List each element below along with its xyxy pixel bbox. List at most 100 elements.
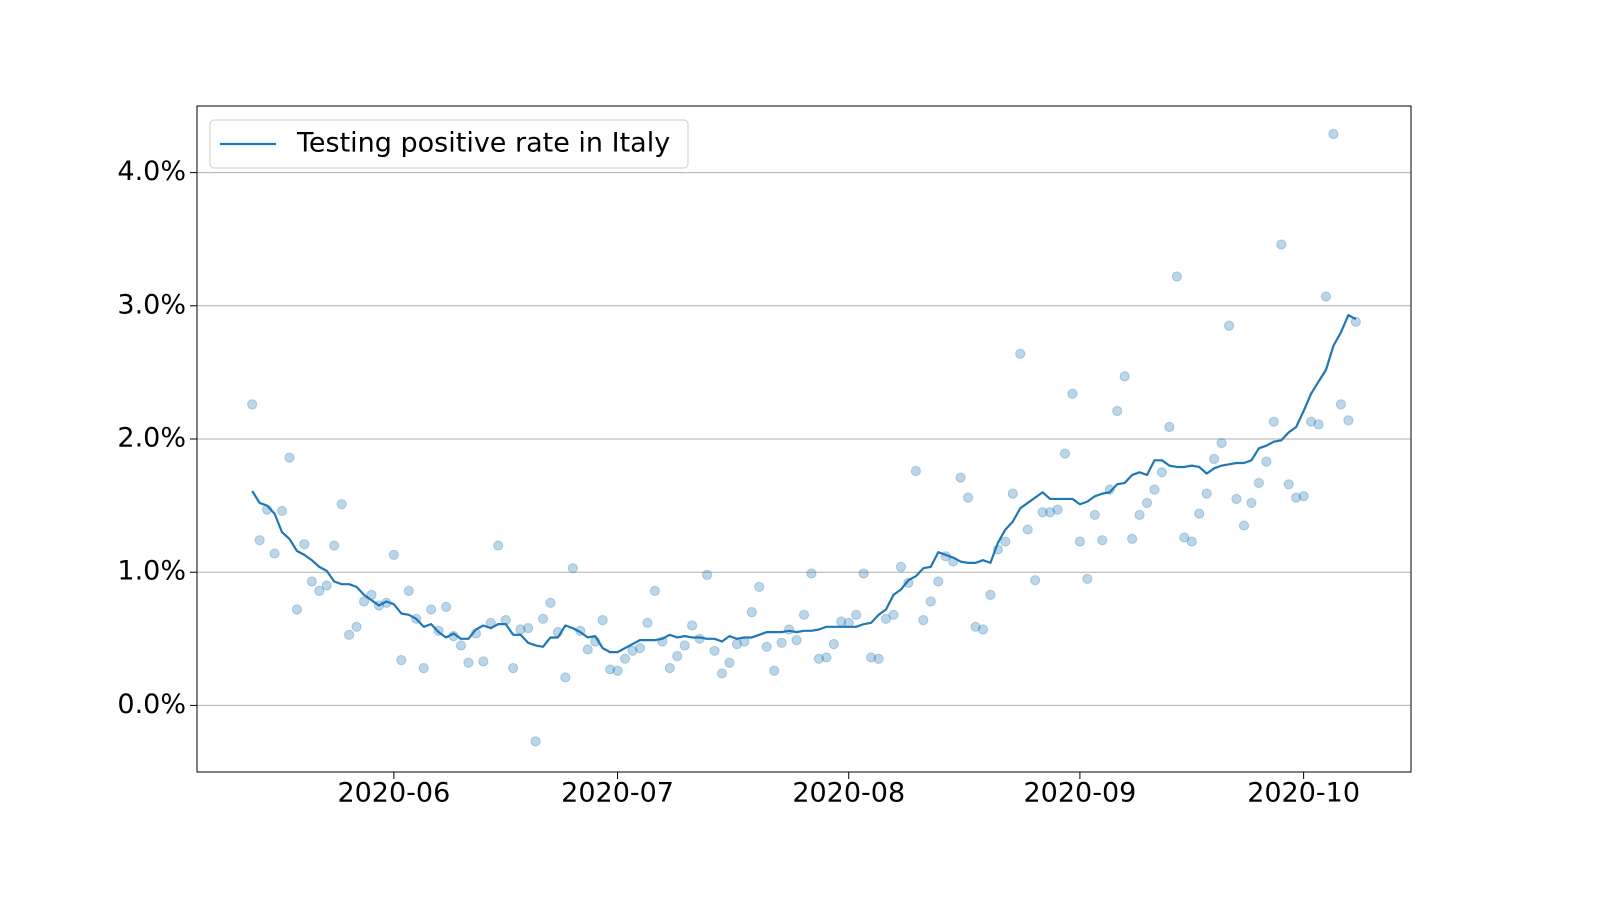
scatter-point [1015,348,1026,359]
scatter-point [1276,239,1287,250]
scatter-point [910,465,921,477]
scatter-point [418,663,429,674]
scatter-point [1030,575,1041,586]
x-tick-label: 2020-09 [1024,778,1137,809]
x-tick-label: 2020-10 [1247,778,1360,809]
scatter-point [522,623,534,634]
scatter-point [1112,405,1123,417]
scatter-point [672,651,683,662]
scatter-point [1044,507,1056,518]
scatter-point [918,615,929,626]
scatter-point [619,653,631,664]
scatter-point [791,635,802,646]
scatter-point [1067,388,1078,399]
scatter-point [709,645,720,656]
scatter-point [306,576,317,587]
scatter-point [1268,416,1279,427]
scatter-point [649,585,660,596]
scatter-point [754,581,765,592]
scatter-point [1313,419,1324,430]
scatter-point [769,665,780,676]
scatter-point [1253,477,1264,489]
scatter-point [1186,536,1197,547]
scatter-point [1231,493,1242,505]
scatter-point [284,452,295,463]
scatter-point [1127,533,1138,545]
scatter-point [679,640,690,651]
scatter-point [254,535,265,546]
scatter-point [1305,416,1317,427]
scatter-point [291,604,303,615]
scatter-point [605,664,616,675]
legend-box [209,119,689,169]
scatter-point [1149,484,1160,495]
scatter-point [1238,520,1250,531]
scatter-point [1052,504,1063,515]
scatter-point [1059,448,1071,459]
scatter-point [1291,492,1302,503]
y-tick-label: 0.0% [117,689,186,720]
scatter-point [455,640,467,651]
scatter-point [716,668,728,679]
scatter-point [1246,497,1257,509]
scatter-point [895,561,907,572]
scatter-point [1000,536,1011,547]
scatter-point [567,563,578,574]
scatter-point [783,624,795,635]
scatter-point [813,653,825,664]
scatter-point [582,644,593,655]
y-tick-label: 2.0% [117,423,186,454]
scatter-point [642,617,653,628]
scatter-point [478,656,489,667]
scatter-point [426,604,437,615]
scatter-point [1082,573,1093,584]
scatter-point [269,548,280,559]
scatter-point [1209,453,1220,465]
scatter-point [329,540,340,551]
scatter-point [664,663,675,674]
scatter-point [1201,488,1212,499]
scatter-point [634,643,646,654]
scatter-point [627,645,638,656]
scatter-point [806,568,817,579]
scatter-point [828,639,839,650]
scatter-point [299,539,310,550]
scatter-point [1328,128,1339,140]
scatter-point [1134,509,1145,521]
scatter-point [1119,371,1130,382]
scatter-point [701,569,713,580]
scatter-point [1156,467,1168,478]
scatter-point [1022,524,1033,535]
scatter-point [962,492,974,503]
scatter-point [933,576,944,587]
scatter-point [545,597,556,608]
scatter-point [1194,508,1205,519]
scatter-point [508,663,519,674]
scatter-point [866,652,877,663]
scatter-point [1320,291,1332,302]
line [251,314,1357,654]
scatter-point [358,596,370,607]
scatter-point [761,641,772,652]
scatter-point [873,653,884,664]
scatter-point [493,540,504,551]
scatter-point [687,620,698,631]
scatter-point [336,499,347,510]
scatter-point [1343,415,1354,426]
scatter-point [403,585,414,596]
scatter-point [970,621,981,632]
scatter-point [276,505,288,517]
scatter-point [888,609,899,620]
scatter-point [1223,320,1235,331]
scatter-point [597,615,608,626]
scatter-point [560,672,571,683]
scatter-point [344,629,355,640]
scatter-point [724,657,735,668]
scatter-point [1089,509,1100,521]
scatter-point [1350,316,1361,327]
scatter-point [537,613,549,624]
scatter-point [396,655,407,666]
scatter-point [1298,491,1309,502]
scatter-point [1283,479,1294,490]
